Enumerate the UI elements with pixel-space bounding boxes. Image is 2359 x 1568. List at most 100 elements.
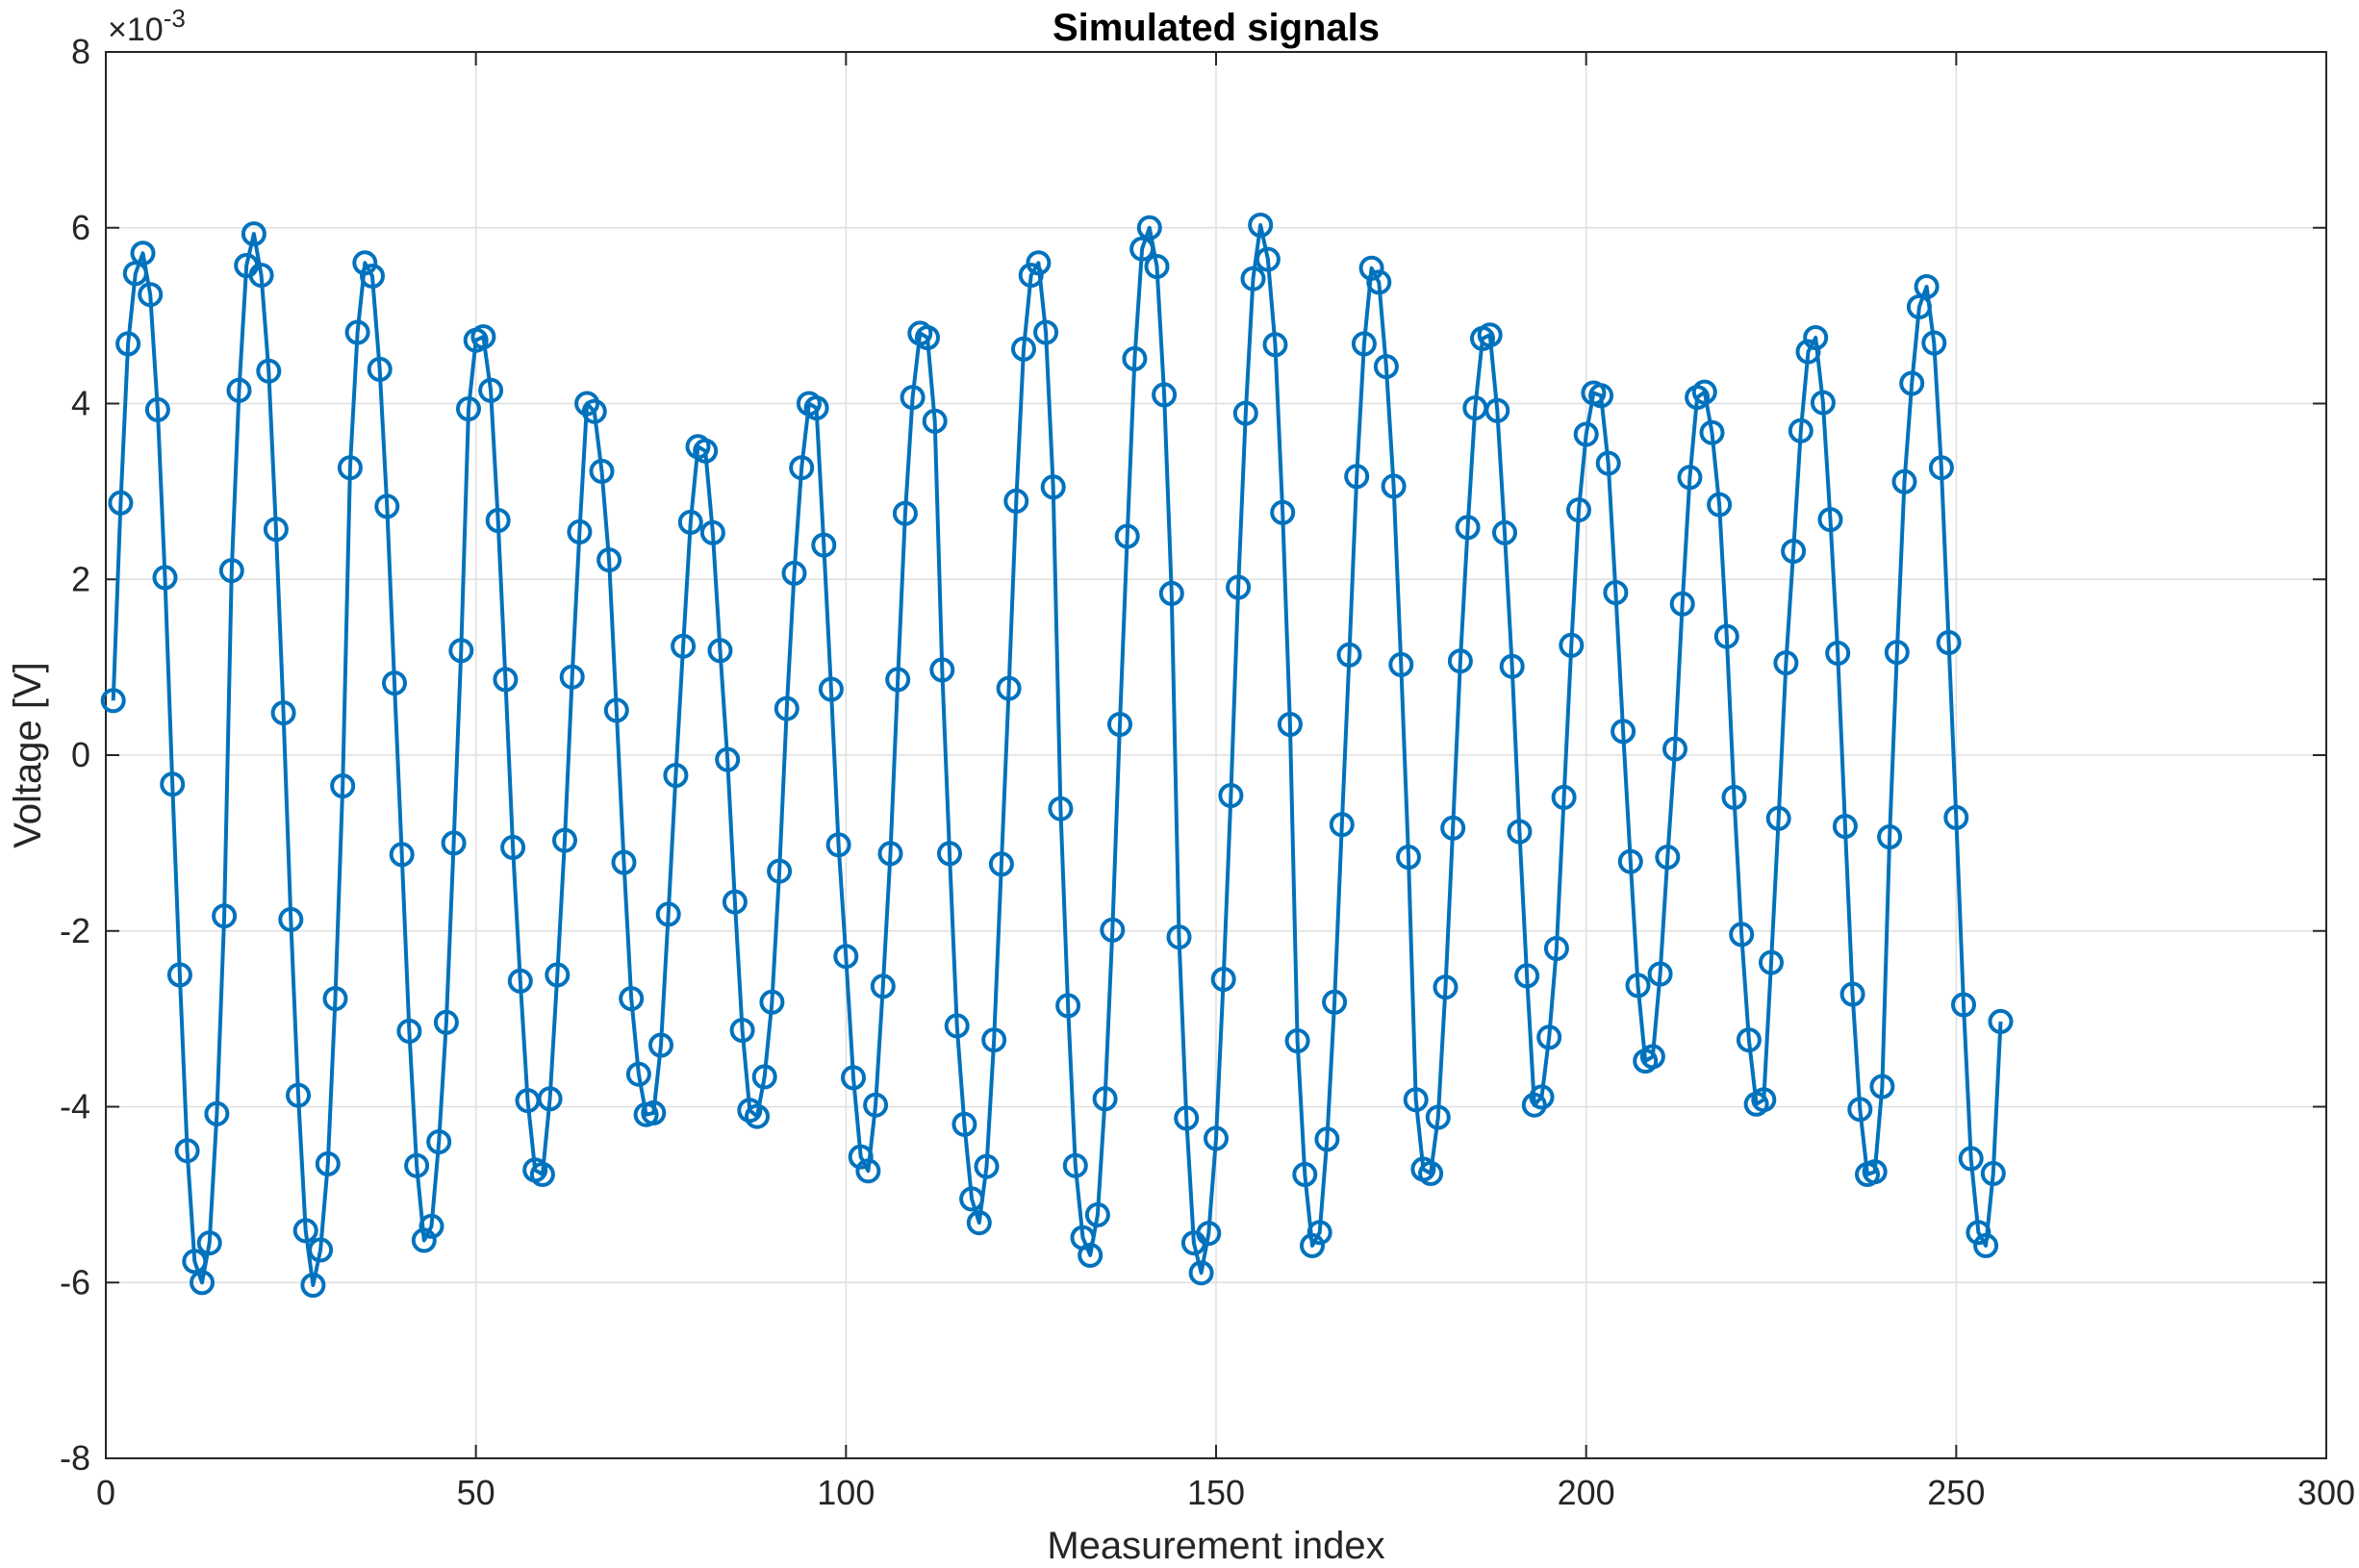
data-point bbox=[818, 676, 844, 702]
data-point bbox=[1300, 1232, 1325, 1258]
data-point bbox=[270, 700, 296, 726]
data-point bbox=[1136, 215, 1162, 240]
data-point bbox=[426, 1129, 452, 1154]
data-point bbox=[944, 1013, 970, 1039]
data-point bbox=[699, 519, 725, 545]
data-point bbox=[981, 1027, 1007, 1053]
data-point bbox=[286, 1082, 311, 1108]
data-point bbox=[1344, 464, 1370, 490]
data-point bbox=[1122, 345, 1148, 371]
data-point bbox=[152, 565, 178, 591]
data-point bbox=[1425, 1104, 1451, 1130]
data-point bbox=[352, 250, 378, 276]
data-point bbox=[1847, 1097, 1873, 1123]
data-point bbox=[745, 1103, 770, 1129]
data-point bbox=[988, 851, 1014, 877]
data-point bbox=[767, 858, 793, 884]
data-point bbox=[619, 986, 645, 1012]
data-point bbox=[1026, 250, 1052, 276]
data-point bbox=[1817, 507, 1843, 533]
data-point bbox=[855, 1158, 881, 1184]
data-point bbox=[1795, 339, 1821, 365]
data-point bbox=[1803, 325, 1829, 350]
data-point bbox=[1862, 1159, 1888, 1185]
data-point bbox=[144, 396, 170, 422]
data-point bbox=[1292, 1161, 1318, 1187]
data-point bbox=[1018, 263, 1044, 289]
data-point bbox=[1373, 354, 1399, 380]
data-point bbox=[322, 986, 348, 1012]
data-point bbox=[1973, 1232, 1999, 1258]
data-point bbox=[130, 240, 156, 266]
data-point bbox=[625, 1061, 651, 1087]
data-point bbox=[1595, 450, 1621, 476]
data-point bbox=[470, 324, 496, 350]
data-point bbox=[1573, 421, 1599, 447]
data-point bbox=[1921, 330, 1947, 356]
data-point bbox=[493, 667, 519, 693]
data-point bbox=[166, 962, 192, 988]
data-point bbox=[1914, 274, 1940, 299]
data-point bbox=[1107, 712, 1132, 737]
data-point bbox=[589, 458, 615, 484]
data-point bbox=[848, 1144, 874, 1170]
data-point bbox=[256, 358, 282, 384]
data-point bbox=[803, 395, 829, 421]
data-point bbox=[1381, 473, 1407, 499]
y-tick-label: -2 bbox=[60, 911, 90, 950]
data-point bbox=[1625, 973, 1651, 999]
data-point bbox=[789, 455, 815, 481]
data-point bbox=[1270, 499, 1296, 525]
data-point bbox=[1759, 949, 1784, 975]
data-point bbox=[922, 408, 948, 434]
data-point bbox=[367, 356, 393, 382]
data-point bbox=[160, 771, 186, 797]
data-point bbox=[300, 1273, 326, 1298]
data-point bbox=[1936, 630, 1962, 655]
data-point bbox=[1055, 993, 1081, 1019]
data-point bbox=[248, 263, 274, 289]
data-point bbox=[966, 1210, 992, 1236]
data-point bbox=[655, 901, 681, 927]
data-point bbox=[396, 1018, 422, 1044]
data-point bbox=[1084, 1201, 1110, 1227]
data-point bbox=[1639, 1044, 1665, 1070]
data-point bbox=[1078, 1242, 1103, 1268]
data-point bbox=[1455, 515, 1481, 541]
data-point bbox=[1514, 963, 1540, 989]
data-point bbox=[138, 282, 164, 308]
data-point bbox=[1899, 370, 1925, 396]
data-point bbox=[115, 331, 141, 357]
data-point bbox=[500, 834, 526, 860]
data-point bbox=[1677, 465, 1703, 491]
tick-marks bbox=[105, 51, 2327, 1459]
data-point bbox=[1559, 632, 1585, 658]
data-point bbox=[1277, 712, 1303, 737]
data-point bbox=[677, 509, 703, 535]
data-point bbox=[1958, 1146, 1984, 1172]
data-point bbox=[663, 763, 689, 788]
data-point bbox=[641, 1100, 667, 1125]
data-point bbox=[374, 493, 400, 519]
data-point bbox=[1284, 1028, 1310, 1053]
data-point bbox=[1129, 236, 1155, 262]
data-point bbox=[389, 842, 415, 868]
data-point bbox=[1336, 642, 1362, 668]
data-point bbox=[1447, 648, 1473, 674]
data-point bbox=[1152, 382, 1178, 408]
y-tick-label: -6 bbox=[60, 1262, 90, 1302]
data-point bbox=[1884, 640, 1910, 666]
data-point bbox=[559, 664, 585, 690]
data-point bbox=[226, 377, 252, 403]
data-point bbox=[1980, 1160, 2006, 1186]
data-point bbox=[1033, 319, 1059, 345]
data-point bbox=[1529, 1084, 1555, 1110]
data-point bbox=[915, 325, 940, 350]
data-point bbox=[715, 746, 741, 772]
data-point bbox=[751, 1064, 777, 1090]
data-point bbox=[448, 638, 474, 664]
data-point bbox=[1691, 379, 1717, 405]
data-point bbox=[308, 1237, 334, 1263]
data-point bbox=[1218, 783, 1244, 808]
y-tick-label: 8 bbox=[71, 32, 90, 71]
